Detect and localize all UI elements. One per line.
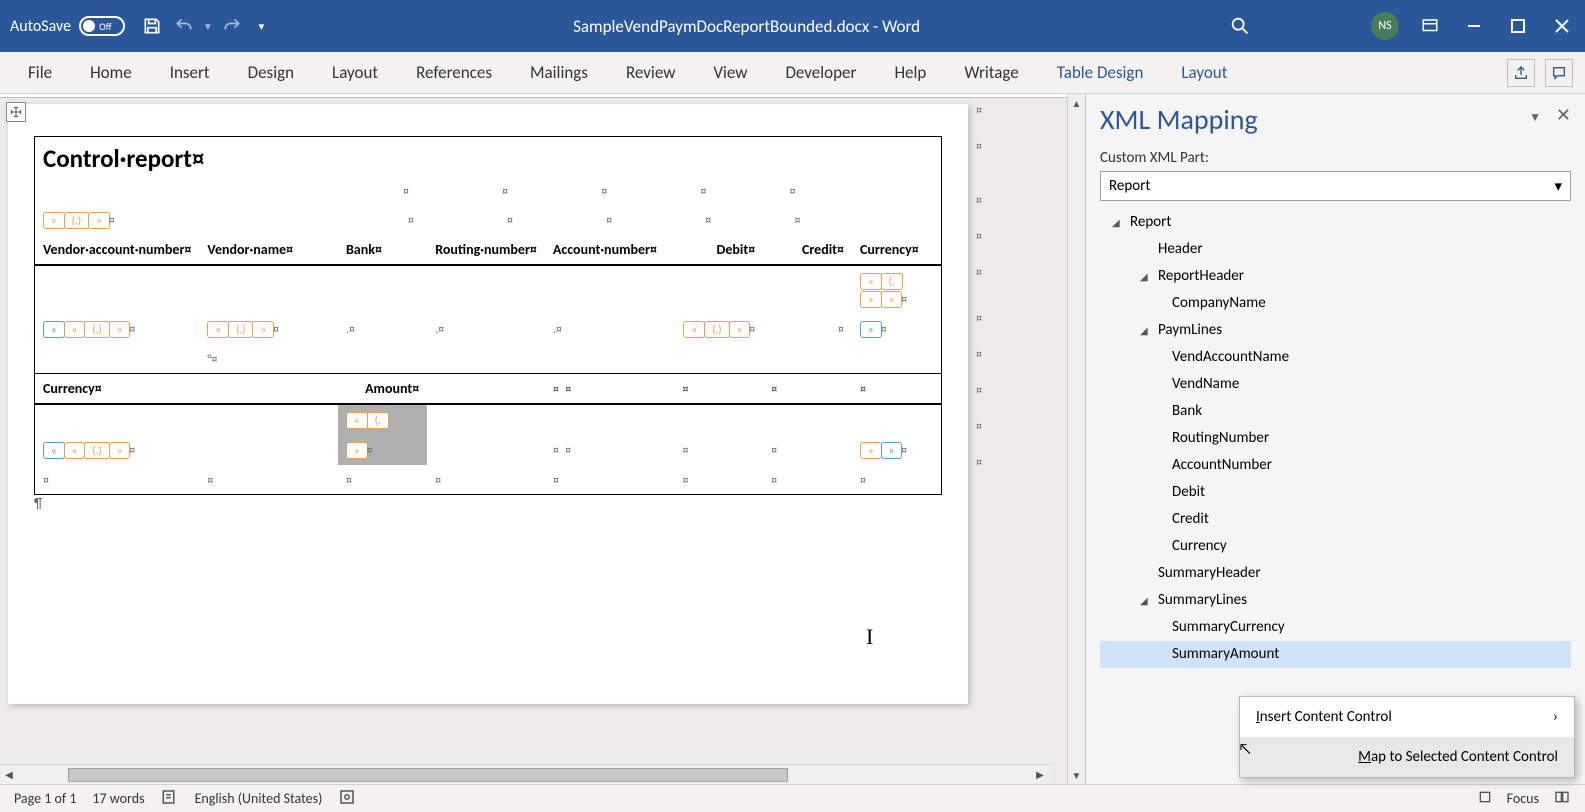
tab-home[interactable]: Home <box>74 54 148 91</box>
vertical-scrollbar[interactable]: ▲ ▼ <box>1067 94 1085 784</box>
share-icon[interactable] <box>1507 59 1535 87</box>
tab-view[interactable]: View <box>697 54 763 91</box>
col-currency: Currency¤ <box>852 235 942 265</box>
document-area: Control·report¤ ¤ ¤ ¤ ¤ ¤ «(.)»¤ ¤ ¤ ¤ ¤… <box>0 94 1067 784</box>
xml-tree[interactable]: ◢Report Header ◢ReportHeader CompanyName… <box>1100 209 1571 668</box>
autosave[interactable]: AutoSave Off <box>10 16 125 36</box>
search-icon[interactable] <box>1229 15 1251 37</box>
scroll-right-icon[interactable]: ▶ <box>1031 765 1049 784</box>
tree-summarycurrency[interactable]: SummaryCurrency <box>1172 614 1285 641</box>
dropdown-icon: ▾ <box>1554 177 1562 196</box>
xml-mapping-pane: XML Mapping ▼ ✕ Custom XML Part: Report … <box>1085 94 1585 784</box>
read-mode-icon[interactable] <box>1553 789 1571 809</box>
scroll-up-icon[interactable]: ▲ <box>1068 94 1085 112</box>
tree-summaryamount[interactable]: SummaryAmount <box>1172 641 1279 668</box>
pane-close-icon[interactable]: ✕ <box>1556 104 1571 126</box>
undo-dropdown[interactable]: ▾ <box>205 20 211 33</box>
xml-part-select[interactable]: Report ▾ <box>1100 171 1571 201</box>
tree-summaryheader[interactable]: SummaryHeader <box>1158 560 1261 587</box>
selected-cell[interactable]: «(. <box>338 404 427 435</box>
ctx-map-to-selected[interactable]: ↖ Map to Selected Content Control <box>1240 737 1574 777</box>
tab-file[interactable]: File <box>12 54 68 91</box>
tree-routingnumber[interactable]: RoutingNumber <box>1172 425 1269 452</box>
table-move-handle[interactable] <box>6 102 26 122</box>
tree-vendaccountname[interactable]: VendAccountName <box>1172 344 1289 371</box>
close-button[interactable] <box>1549 13 1575 39</box>
status-bar: Page 1 of 1 17 words English (United Sta… <box>0 784 1585 812</box>
col-amount: Amount¤ <box>338 374 427 405</box>
redo-icon[interactable] <box>221 15 243 37</box>
maximize-button[interactable] <box>1505 13 1531 39</box>
autosave-toggle[interactable]: Off <box>79 16 125 36</box>
scroll-left-icon[interactable]: ◀ <box>0 765 18 784</box>
tab-review[interactable]: Review <box>610 54 691 91</box>
col-currency2: Currency¤ <box>35 374 200 405</box>
xml-part-value: Report <box>1109 177 1150 195</box>
hscroll-thumb[interactable] <box>68 768 788 782</box>
spellcheck-icon[interactable] <box>161 788 179 810</box>
tree-header[interactable]: Header <box>1158 236 1203 263</box>
tree-currency[interactable]: Currency <box>1172 533 1227 560</box>
tree-bank[interactable]: Bank <box>1172 398 1202 425</box>
tab-mailings[interactable]: Mailings <box>514 54 604 91</box>
status-page[interactable]: Page 1 of 1 <box>14 790 76 807</box>
status-language[interactable]: English (United States) <box>195 790 323 807</box>
user-avatar[interactable]: NS <box>1371 12 1399 40</box>
tree-vendname[interactable]: VendName <box>1172 371 1239 398</box>
col-vendor-name: Vendor·name¤ <box>199 235 338 265</box>
col-vendor-acct: Vendor·account·number¤ <box>35 235 200 265</box>
tree-debit[interactable]: Debit <box>1172 479 1205 506</box>
tree-paymlines[interactable]: PaymLines <box>1158 317 1222 344</box>
pilcrow: ¶ <box>34 495 942 512</box>
ruler <box>0 94 1067 98</box>
tree-report[interactable]: Report <box>1130 209 1171 236</box>
tab-table-design[interactable]: Table Design <box>1041 54 1160 91</box>
comments-icon[interactable] <box>1545 59 1573 87</box>
ribbon: File Home Insert Design Layout Reference… <box>0 52 1585 94</box>
side-cell-marks: ¤¤¤¤¤ ¤¤¤¤¤ <box>976 104 982 470</box>
xml-part-label: Custom XML Part: <box>1100 149 1571 167</box>
status-focus[interactable]: Focus <box>1507 790 1539 807</box>
document-title: SampleVendPaymDocReportBounded.docx - Wo… <box>264 16 1229 37</box>
ribbon-display-icon[interactable] <box>1417 13 1443 39</box>
tab-references[interactable]: References <box>400 54 508 91</box>
submenu-icon: › <box>1553 708 1558 726</box>
tree-accountnumber[interactable]: AccountNumber <box>1172 452 1272 479</box>
focus-icon[interactable] <box>1477 789 1493 809</box>
tree-companyname[interactable]: CompanyName <box>1172 290 1266 317</box>
tree-credit[interactable]: Credit <box>1172 506 1209 533</box>
tab-design[interactable]: Design <box>232 54 310 91</box>
tab-developer[interactable]: Developer <box>769 54 872 91</box>
ctx-insert-content-control[interactable]: IInsert Content Controlnsert Content Con… <box>1240 697 1574 737</box>
horizontal-scrollbar[interactable]: ◀ ▶ <box>0 764 1049 784</box>
save-icon[interactable] <box>141 15 163 37</box>
tab-help[interactable]: Help <box>878 54 942 91</box>
scroll-down-icon[interactable]: ▼ <box>1068 766 1085 784</box>
pane-options-icon[interactable]: ▼ <box>1529 110 1541 125</box>
doc-title: Control·report¤ <box>43 143 933 174</box>
document-page[interactable]: Control·report¤ ¤ ¤ ¤ ¤ ¤ «(.)»¤ ¤ ¤ ¤ ¤… <box>8 104 968 704</box>
text-cursor: I <box>866 624 873 650</box>
tab-layout[interactable]: Layout <box>316 54 394 91</box>
xml-pane-title: XML Mapping <box>1100 102 1571 137</box>
tree-reportheader[interactable]: ReportHeader <box>1158 263 1244 290</box>
tree-summarylines[interactable]: SummaryLines <box>1158 587 1247 614</box>
cursor-icon: ↖ <box>1238 740 1252 759</box>
tab-writage[interactable]: Writage <box>948 54 1034 91</box>
undo-icon[interactable] <box>173 15 195 37</box>
col-bank: Bank¤ <box>338 235 427 265</box>
tab-insert[interactable]: Insert <box>154 54 226 91</box>
tab-layout-2[interactable]: Layout <box>1165 54 1243 91</box>
autosave-label: AutoSave <box>10 17 71 36</box>
minimize-button[interactable] <box>1461 13 1487 39</box>
col-account: Account·number¤ <box>545 235 675 265</box>
col-credit: Credit¤ <box>763 235 852 265</box>
macro-icon[interactable] <box>338 788 356 810</box>
workspace: Control·report¤ ¤ ¤ ¤ ¤ ¤ «(.)»¤ ¤ ¤ ¤ ¤… <box>0 94 1585 784</box>
title-bar: AutoSave Off ▾ ▾ SampleVendPaymDocReport… <box>0 0 1585 52</box>
col-debit: Debit¤ <box>675 235 764 265</box>
context-menu: IInsert Content Controlnsert Content Con… <box>1239 696 1575 778</box>
col-routing: Routing·number¤ <box>427 235 545 265</box>
status-words[interactable]: 17 words <box>92 790 144 807</box>
